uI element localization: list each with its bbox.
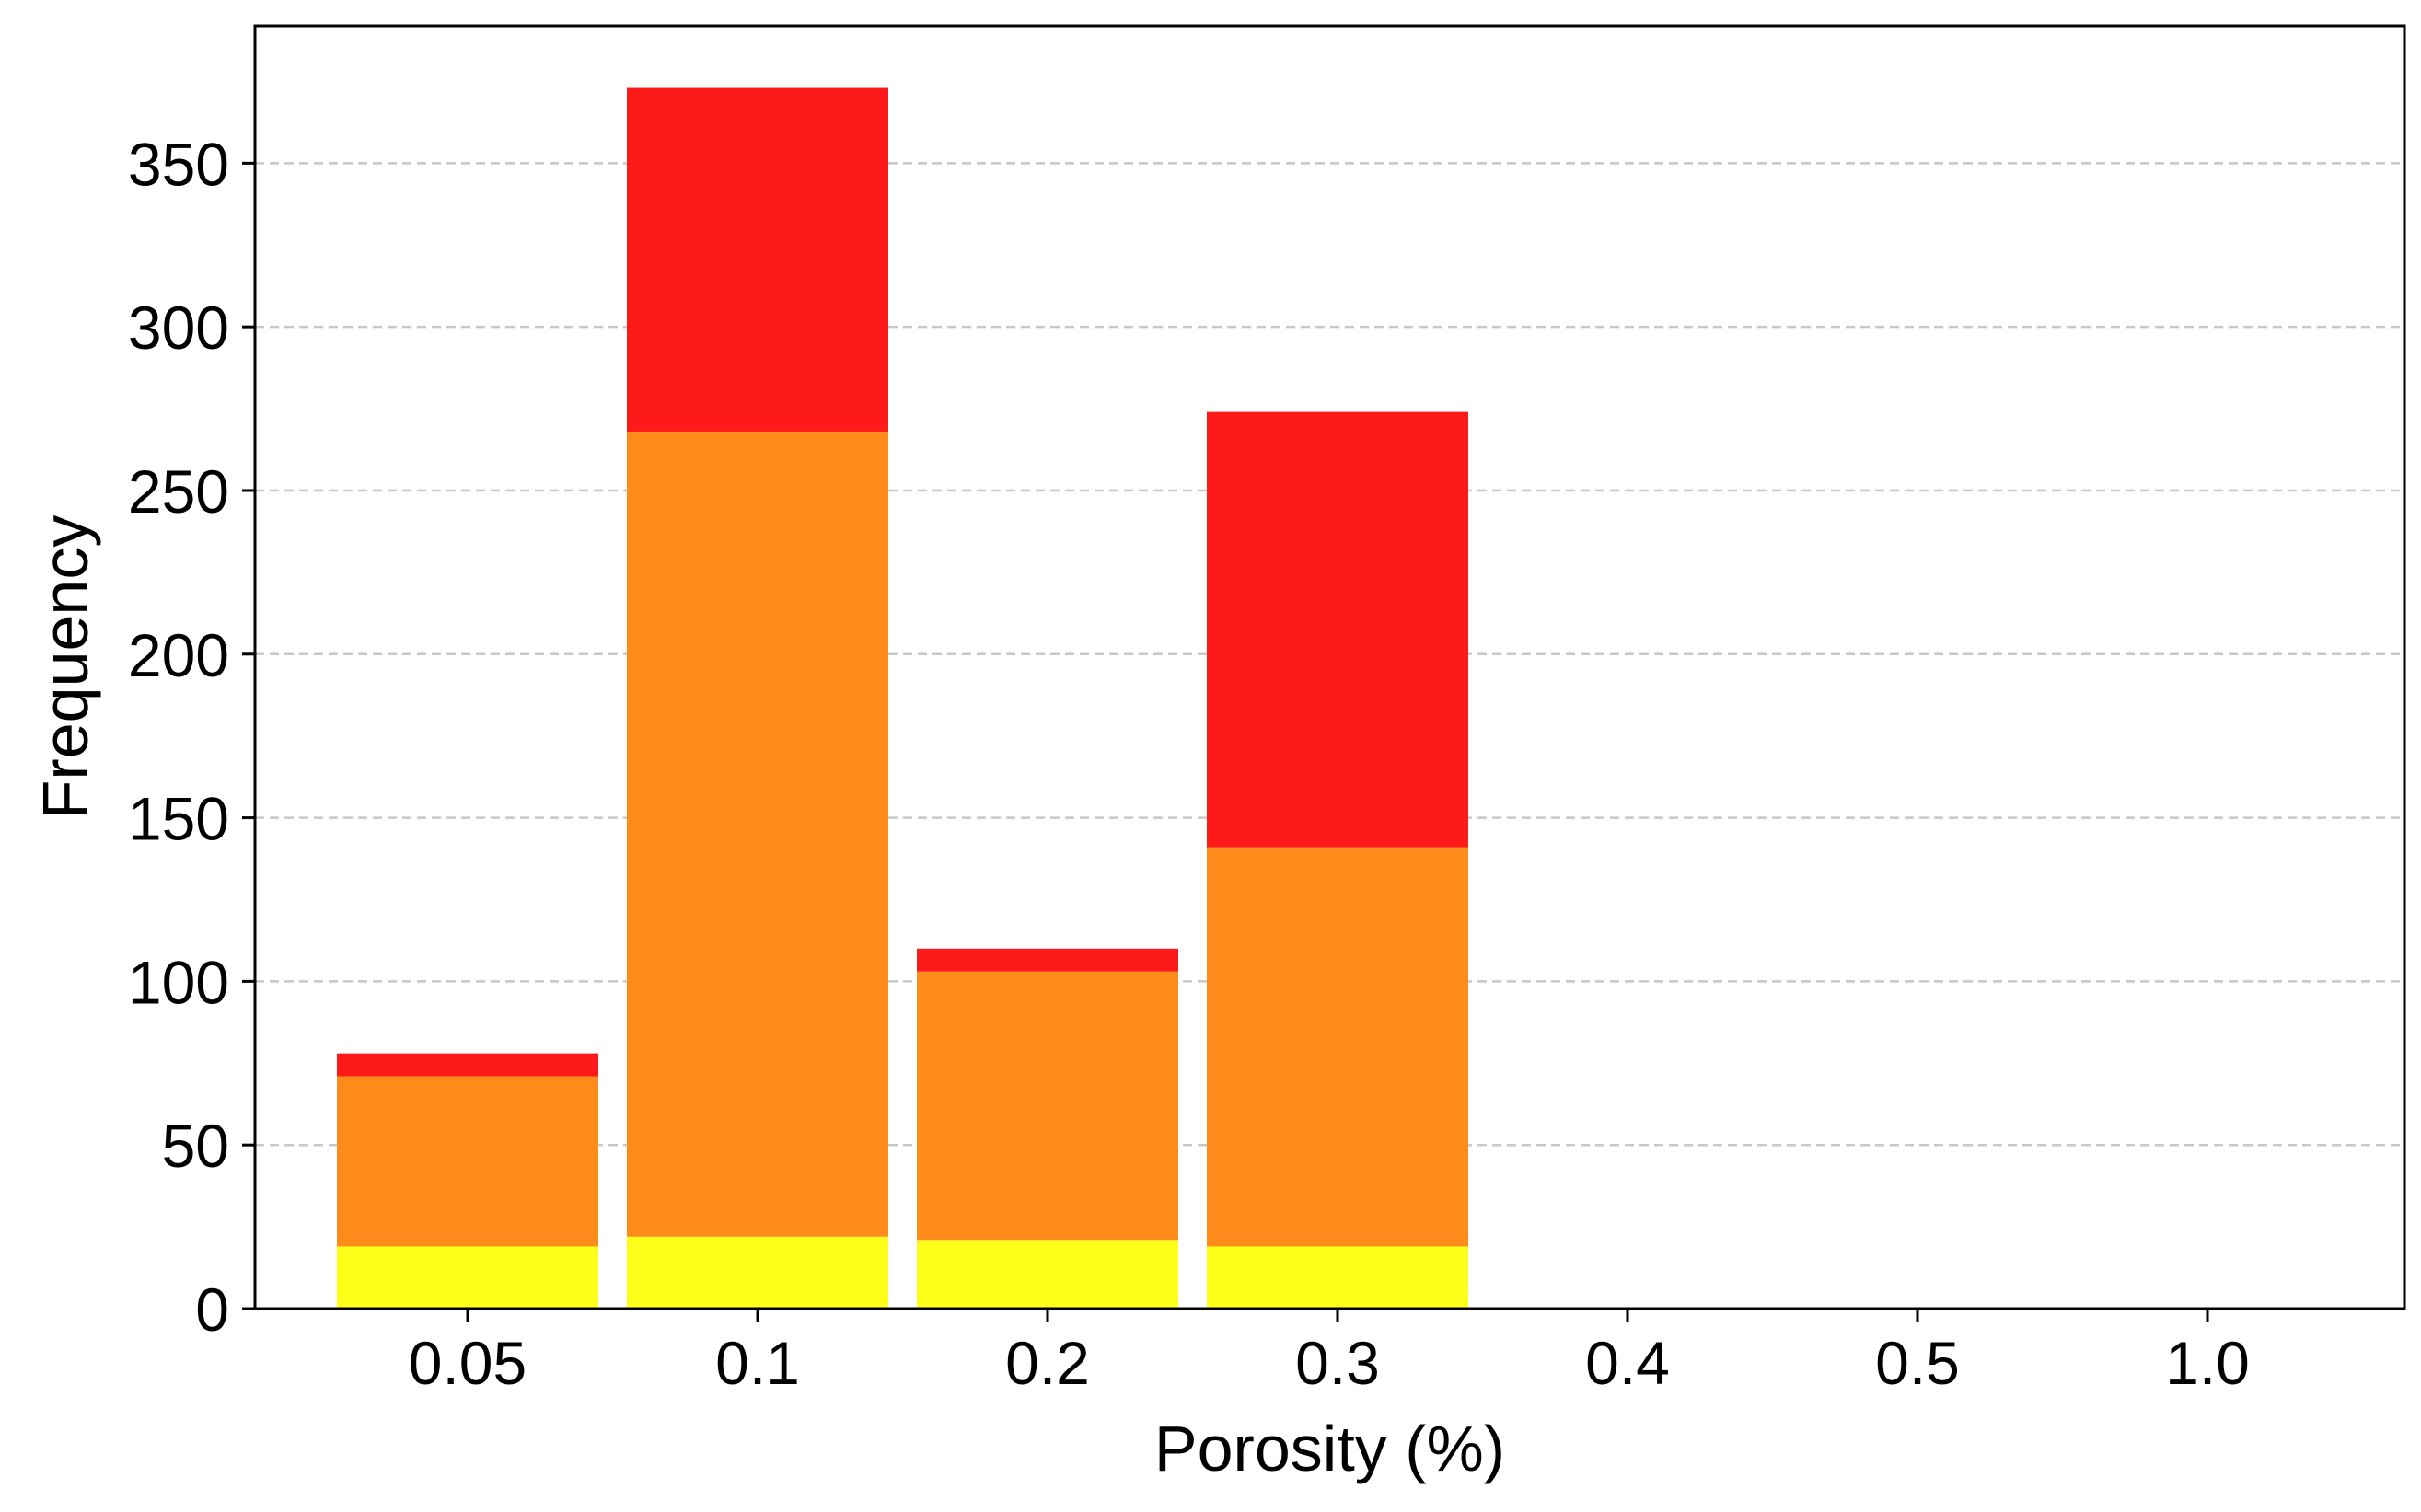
- bar-segment-0.2-s0: [917, 1240, 1178, 1309]
- x-axis-ticks: 0.05 0.1 0.2 0.3 0.4 0.5 1.0: [409, 1309, 2250, 1397]
- bars: [337, 87, 1468, 1309]
- y-axis-label: Frequency: [29, 515, 101, 820]
- bar-segment-0.05-s0: [337, 1246, 598, 1309]
- plot-frame: [253, 24, 2406, 1310]
- x-tick-label: 0.4: [1585, 1329, 1670, 1397]
- y-axis-ticks: 0 50 100 150 200 250 300 350: [128, 130, 255, 1344]
- bar-segment-0.1-s2: [627, 87, 888, 432]
- x-axis-label: Porosity (%): [1154, 1413, 1505, 1484]
- x-tick-label: 0.1: [715, 1329, 800, 1397]
- bar-segment-0.2-s1: [917, 971, 1178, 1241]
- bar-segment-0.2-s2: [917, 948, 1178, 972]
- bar-segment-0.3-s0: [1207, 1246, 1468, 1309]
- bar-segment-0.1-s0: [627, 1236, 888, 1309]
- x-tick-label: 0.5: [1875, 1329, 1960, 1397]
- y-tick-label: 250: [128, 457, 229, 525]
- x-tick-label: 0.3: [1295, 1329, 1380, 1397]
- bar-segment-0.05-s1: [337, 1076, 598, 1247]
- y-tick-label: 300: [128, 294, 229, 362]
- y-tick-label: 50: [162, 1112, 229, 1180]
- x-tick-label: 0.05: [409, 1329, 527, 1397]
- gridlines: [255, 162, 2404, 1147]
- y-tick-label: 0: [195, 1275, 229, 1344]
- bar-segment-0.05-s2: [337, 1053, 598, 1077]
- y-tick-label: 200: [128, 621, 229, 689]
- y-tick-label: 350: [128, 130, 229, 198]
- y-tick-label: 100: [128, 948, 229, 1016]
- bar-segment-0.3-s2: [1207, 411, 1468, 848]
- x-tick-label: 0.2: [1005, 1329, 1090, 1397]
- x-tick-label: 1.0: [2165, 1329, 2250, 1397]
- bar-segment-0.1-s1: [627, 431, 888, 1237]
- y-tick-label: 150: [128, 785, 229, 853]
- bar-segment-0.3-s1: [1207, 847, 1468, 1247]
